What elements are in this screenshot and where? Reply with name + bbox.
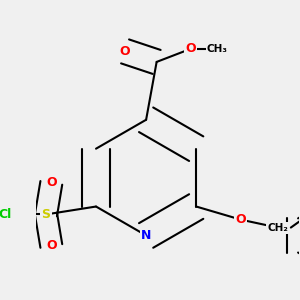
Text: CH₂: CH₂ (267, 223, 288, 232)
Text: Cl: Cl (0, 208, 12, 221)
Text: CH₃: CH₃ (207, 44, 228, 54)
Text: O: O (120, 45, 130, 58)
Text: O: O (236, 213, 246, 226)
Text: O: O (46, 176, 57, 189)
Text: N: N (141, 229, 151, 242)
Text: O: O (185, 42, 196, 55)
Text: O: O (46, 239, 57, 253)
Text: S: S (42, 208, 51, 221)
